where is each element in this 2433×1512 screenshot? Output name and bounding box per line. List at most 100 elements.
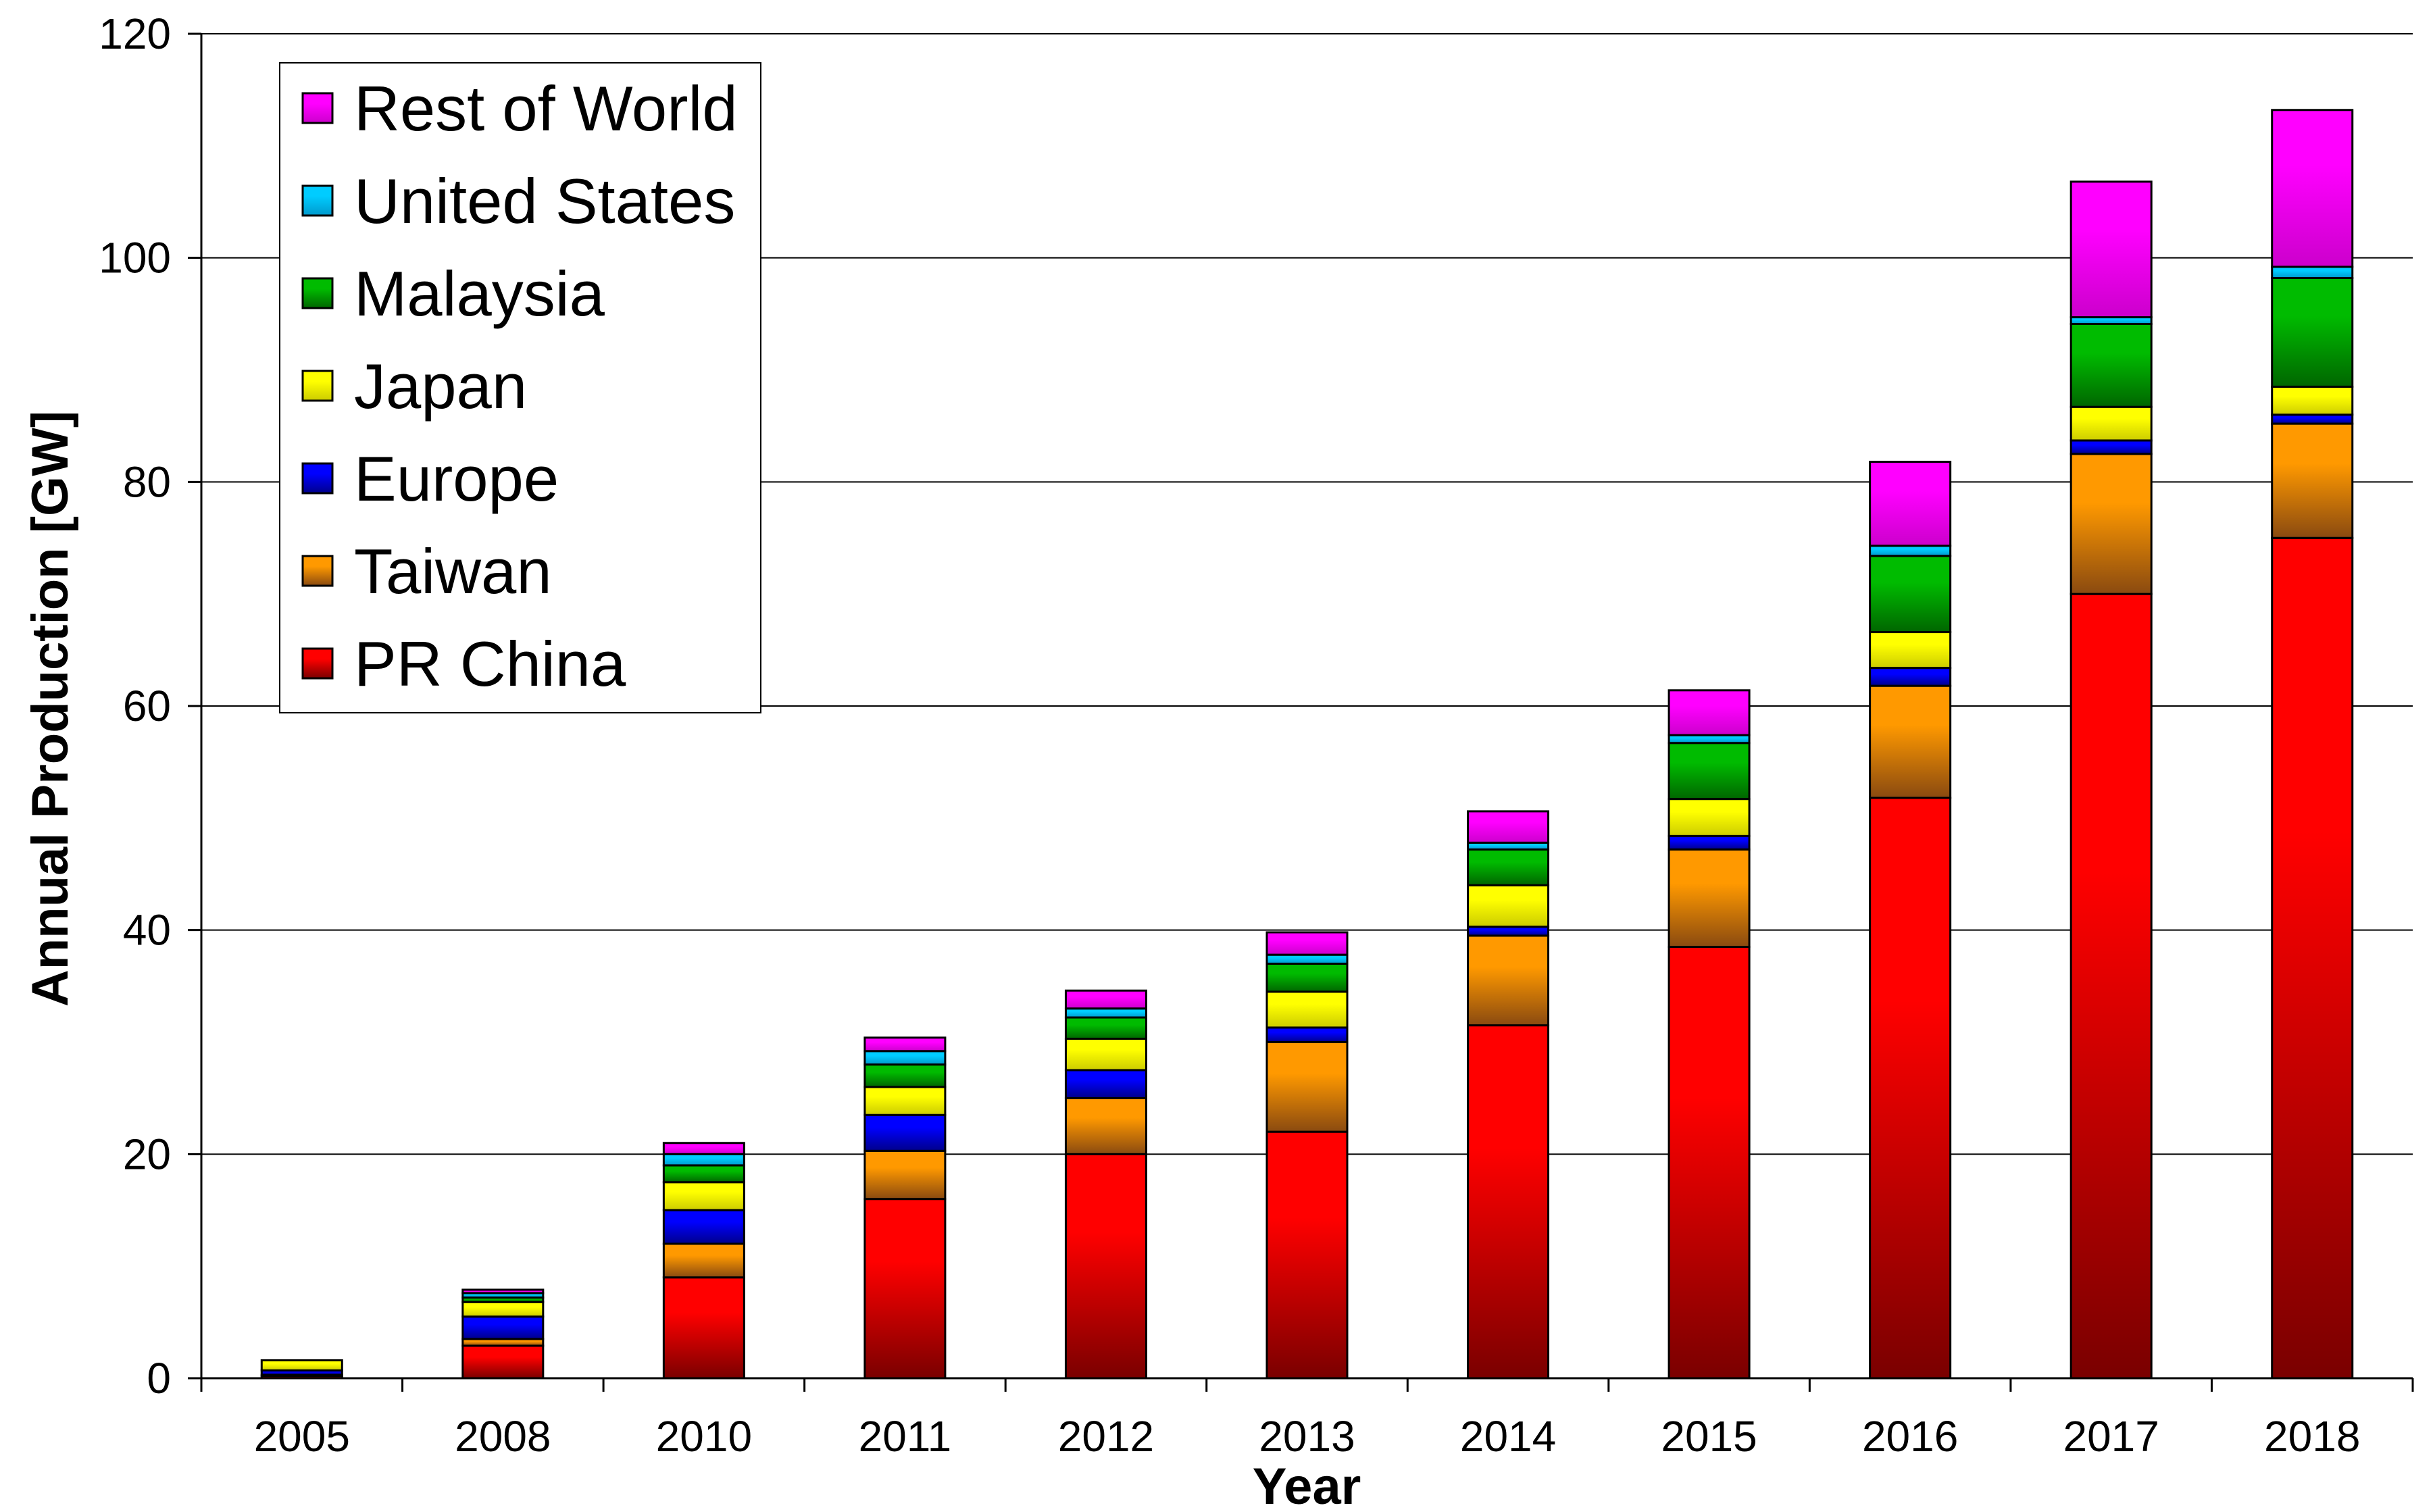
bar-segment: [1667, 742, 1751, 801]
bar-segment: [461, 1315, 545, 1340]
y-tick-label: 80: [123, 457, 171, 506]
tick-labels: 0 20 40 60 80 100 120 2005 2008 2010 2011 2012 2013 2…: [99, 9, 2360, 1461]
bar-segment: [1265, 931, 1349, 956]
y-tick-label: 60: [123, 682, 171, 730]
legend-swatch: [301, 647, 334, 680]
bar-segment: [461, 1288, 545, 1294]
legend-label: Taiwan: [354, 536, 552, 607]
bar-segment: [2271, 536, 2354, 1380]
bar-segment: [2070, 453, 2153, 595]
bar-segment: [863, 1149, 947, 1201]
bar-segment: [2271, 422, 2354, 539]
x-axis-title: Year: [1253, 1458, 1361, 1512]
bar-segment: [1467, 848, 1550, 886]
x-tick-label: 2012: [1058, 1412, 1154, 1461]
legend-swatch: [301, 277, 334, 309]
bar-segment: [1667, 834, 1751, 851]
bar-segment: [461, 1301, 545, 1318]
bar-segment: [2271, 266, 2354, 280]
legend-label: PR China: [354, 628, 626, 699]
bar-segment: [1265, 1041, 1349, 1133]
bar-segment: [1869, 460, 1952, 547]
bar-segment: [1667, 946, 1751, 1380]
legend-label: Japan: [354, 351, 527, 422]
bar-segment: [863, 1086, 947, 1116]
axes: [188, 32, 2414, 1392]
bar-segment: [2271, 109, 2354, 268]
bar-segment: [863, 1050, 947, 1066]
bar-segment: [863, 1113, 947, 1152]
legend-swatch: [301, 462, 334, 495]
bar-segment: [2070, 323, 2153, 408]
bar-segment: [1265, 1130, 1349, 1380]
bar-segment: [1265, 1026, 1349, 1043]
bar-segment: [1869, 667, 1952, 687]
bar-segment: [1467, 884, 1550, 928]
bar-segment: [662, 1209, 745, 1245]
bar-segment: [1265, 962, 1349, 993]
y-axis-title: Annual Production [GW]: [22, 411, 79, 1007]
y-tick-label: 120: [99, 9, 171, 58]
bar-segment: [1064, 1007, 1147, 1019]
bar-segment: [1667, 798, 1751, 837]
bar-segment: [2070, 593, 2153, 1380]
legend-swatch: [301, 184, 334, 217]
bar-segment: [863, 1063, 947, 1088]
bar-segment: [1265, 990, 1349, 1029]
x-tick-label: 2008: [455, 1412, 551, 1461]
legend-swatch: [301, 555, 334, 587]
bar-segment: [863, 1036, 947, 1053]
bar-segment: [1064, 1016, 1147, 1040]
legend-swatch: [301, 92, 334, 124]
legend-label: Malaysia: [354, 258, 605, 329]
bar-segment: [1467, 926, 1550, 937]
x-tick-label: 2011: [859, 1412, 952, 1461]
y-tick-label: 100: [99, 234, 171, 282]
legend-swatch: [301, 370, 334, 402]
y-tick-label: 0: [147, 1354, 171, 1403]
bar-segment: [2070, 180, 2153, 319]
legend-label: United States: [354, 166, 735, 236]
bars-group: [260, 109, 2354, 1380]
bar-segment: [1265, 953, 1349, 965]
bar-segment: [1064, 1153, 1147, 1380]
bar-segment: [1064, 1069, 1147, 1099]
x-tick-label: 2017: [2063, 1412, 2159, 1461]
bar-segment: [1869, 631, 1952, 670]
bar-segment: [662, 1181, 745, 1211]
bar-segment: [662, 1153, 745, 1167]
legend-box: [279, 62, 761, 713]
x-tick-label: 2015: [1661, 1412, 1757, 1461]
bar-segment: [1064, 1097, 1147, 1155]
bar-segment: [2070, 405, 2153, 442]
bar-segment: [2271, 413, 2354, 425]
x-tick-label: 2018: [2264, 1412, 2360, 1461]
bar-segment: [1667, 734, 1751, 745]
legend-label: Europe: [354, 443, 559, 514]
bar-segment: [1064, 989, 1147, 1010]
bar-segment: [1869, 684, 1952, 799]
bar-segment: [863, 1198, 947, 1380]
bar-segment: [662, 1242, 745, 1279]
legend-label: Rest of World: [354, 73, 738, 144]
bar-segment: [1869, 555, 1952, 634]
bar-segment: [662, 1164, 745, 1184]
x-tick-label: 2013: [1259, 1412, 1355, 1461]
bar-segment: [2070, 439, 2153, 455]
bar-segment: [1064, 1038, 1147, 1072]
bar-segment: [1467, 810, 1550, 844]
bar-segment: [1467, 1024, 1550, 1380]
x-tick-label: 2016: [1862, 1412, 1958, 1461]
x-tick-label: 2014: [1460, 1412, 1556, 1461]
legend: Rest of World United States Malaysia Japan E…: [279, 62, 761, 713]
bar-segment: [1667, 689, 1751, 736]
bar-segment: [662, 1142, 745, 1155]
bar-segment: [2271, 385, 2354, 416]
bar-segment: [1467, 934, 1550, 1027]
bar-segment: [1869, 545, 1952, 557]
x-tick-label: 2010: [656, 1412, 752, 1461]
y-tick-label: 20: [123, 1130, 171, 1178]
bar-segment: [662, 1276, 745, 1380]
bar-segment: [260, 1359, 343, 1371]
